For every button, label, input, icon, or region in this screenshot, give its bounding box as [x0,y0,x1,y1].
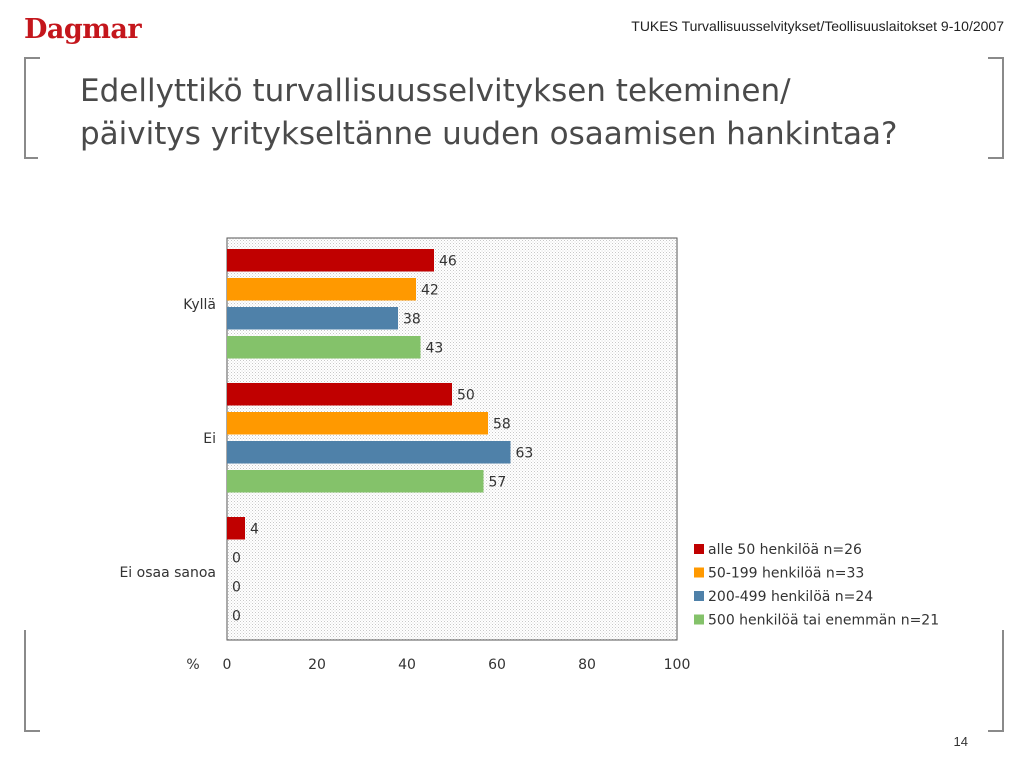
frame-corner-top-left [24,57,40,159]
data-label-1-1: 58 [493,416,511,432]
x-axis-label: % [186,657,199,673]
bars-layer [227,249,511,540]
legend-swatch-0 [694,544,704,554]
x-tick-5: 100 [664,657,691,673]
bar-0-1 [227,278,416,301]
x-tick-4: 80 [578,657,596,673]
legend-entry-2: 200-499 henkilöä n=24 [708,589,873,605]
data-label-1-0: 50 [457,387,475,403]
page-title-line-2: päivitys yritykseltänne uuden osaamisen … [80,116,898,152]
frame-corner-bottom-left [24,630,40,732]
bar-1-0 [227,383,452,406]
legend-entry-3: 500 henkilöä tai enemmän n=21 [708,613,939,629]
plot-area [226,237,678,641]
bar-2-0 [227,517,245,540]
data-label-0-0: 46 [439,253,457,269]
x-tick-0: 0 [223,657,232,673]
legend: alle 50 henkilöä n=26 50-199 henkilöä n=3… [694,542,939,629]
data-label-0-2: 38 [403,311,421,327]
legend-swatch-3 [694,614,704,625]
legend-entry-1: 50-199 henkilöä n=33 [708,566,864,582]
dagmar-logo: Dagmar [24,14,142,45]
bar-1-1 [227,412,488,435]
frame-divider-right [988,157,1002,159]
frame-corner-bottom-right [988,630,1004,732]
page-title: Edellyttikö turvallisuusselvityksen teke… [80,70,1000,156]
data-label-0-3: 43 [426,340,444,356]
bar-1-2 [227,441,511,464]
bar-0-0 [227,249,434,272]
x-tick-3: 60 [488,657,506,673]
data-label-2-3: 0 [232,608,241,624]
data-label-2-1: 0 [232,550,241,566]
data-label-1-3: 57 [489,474,507,490]
data-label-2-2: 0 [232,579,241,595]
data-label-1-2: 63 [516,445,534,461]
legend-swatch-1 [694,567,704,578]
x-tick-2: 40 [398,657,416,673]
page-number: 14 [953,734,968,749]
data-label-2-0: 4 [250,521,259,537]
legend-entry-0: alle 50 henkilöä n=26 [708,542,862,558]
frame-divider-left [24,157,38,159]
category-label-0: Kyllä [183,297,216,313]
x-tick-1: 20 [308,657,326,673]
bar-0-3 [227,336,421,359]
category-label-2: Ei osaa sanoa [119,565,216,581]
page-title-line-1: Edellyttikö turvallisuusselvityksen teke… [80,73,791,109]
bar-1-3 [227,470,484,493]
data-label-0-1: 42 [421,282,439,298]
legend-swatch-2 [694,591,704,601]
frame-corner-top-right [988,57,1004,159]
category-label-1: Ei [203,431,216,447]
header-caption: TUKES Turvallisuusselvitykset/Teollisuus… [631,18,1004,34]
bar-0-2 [227,307,398,330]
